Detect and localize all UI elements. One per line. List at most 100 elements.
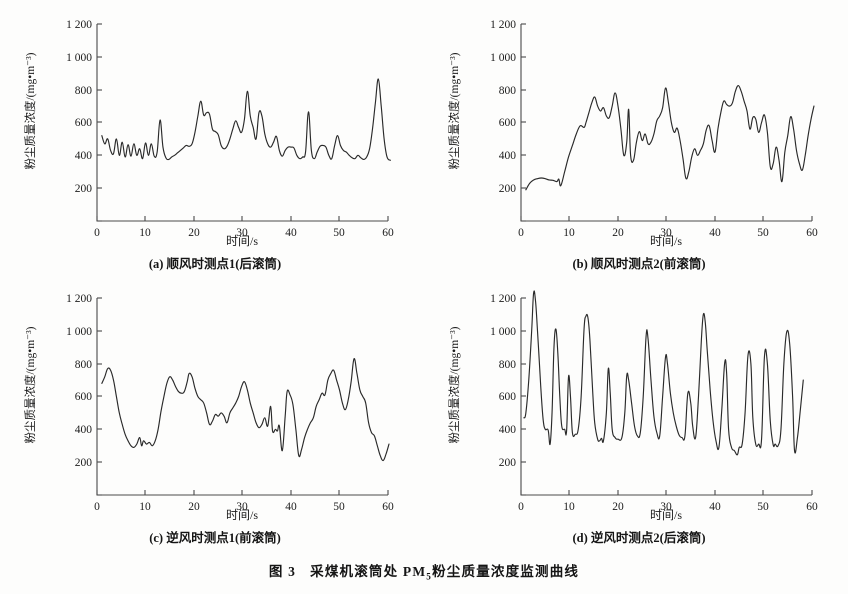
chart-svg-b: 200 400 600 800 1 000 1 200 0 10 20 30 4… [490,19,818,239]
panel-caption-d: (d) 逆风时测点2(后滚筒) [572,531,706,545]
ytick-label: 600 [499,391,517,403]
ytick-label: 1 200 [490,293,516,305]
xtick-label: 20 [188,227,200,239]
ytick-label: 400 [75,150,93,162]
xtick-label: 40 [285,227,297,239]
y-axis-label-b: 粉尘质量浓度/(mg•m⁻³) [446,18,462,204]
xtick-label: 30 [236,501,248,513]
x-ticks-a [96,216,389,221]
xtick-label: 60 [806,501,818,513]
panel-caption-c: (c) 逆风时测点1(前滚筒) [149,531,281,545]
y-ticks-b [521,23,526,222]
y-axis-label-text: 粉尘质量浓度/(mg•m⁻³) [25,326,37,444]
chart-plot-d: 200 400 600 800 1 000 1 200 0 10 20 30 4… [424,278,848,528]
y-axis-label-d: 粉尘质量浓度/(mg•m⁻³) [446,292,462,478]
ytick-label: 400 [75,424,93,436]
xtick-label: 40 [709,227,721,239]
xtick-label: 0 [94,227,100,239]
ytick-label: 800 [499,85,517,97]
panel-caption-a: (a) 顺风时测点1(后滚筒) [148,257,282,271]
xtick-label: 10 [563,501,575,513]
xtick-label: 50 [333,501,345,513]
x-ticks-b [520,216,813,221]
series-line-d [523,290,804,456]
chart-panel-a: 200 400 600 800 1 000 1 200 0 10 20 30 4… [0,4,424,284]
chart-panel-c: 200 400 600 800 1 000 1 200 0 10 20 30 4… [0,278,424,558]
axes-c: 200 400 600 800 1 000 1 200 0 10 20 30 4… [66,293,394,513]
y-axis-label-c: 粉尘质量浓度/(mg•m⁻³) [22,292,38,478]
series-line-b [525,84,815,191]
ytick-label: 600 [499,117,517,129]
x-tick-labels-d: 0 10 20 30 40 50 60 [518,501,818,513]
xtick-label: 60 [382,227,394,239]
x-axis-label-b: 时间/s [649,234,682,248]
chart-svg-c: 200 400 600 800 1 000 1 200 0 10 20 30 4… [66,293,394,513]
xtick-label: 30 [660,501,672,513]
y-ticks-c [97,297,102,496]
xtick-label: 10 [139,501,151,513]
axis-lines-d [520,298,812,496]
x-tick-labels-b: 0 10 20 30 40 50 60 [518,227,818,239]
ytick-label: 200 [75,183,93,195]
series-line-a [101,78,392,161]
xtick-label: 40 [709,501,721,513]
y-tick-labels-d: 200 400 600 800 1 000 1 200 [490,293,516,469]
figure-caption-text: 采煤机滚筒处 PM5粉尘质量浓度监测曲线 [310,564,580,582]
axes-b: 200 400 600 800 1 000 1 200 0 10 20 30 4… [490,19,818,239]
ytick-label: 800 [499,359,517,371]
y-tick-labels-b: 200 400 600 800 1 000 1 200 [490,19,516,195]
x-axis-label-a: 时间/s [225,234,258,248]
axis-lines-b [520,24,812,222]
ytick-label: 1 200 [66,19,92,31]
ytick-label: 200 [75,457,93,469]
axis-lines-c [96,298,388,496]
ytick-label: 200 [499,183,517,195]
xtick-label: 10 [563,227,575,239]
chart-plot-c: 200 400 600 800 1 000 1 200 0 10 20 30 4… [0,278,424,528]
ytick-label: 1 200 [66,293,92,305]
ytick-label: 400 [499,150,517,162]
x-tick-labels-a: 0 10 20 30 40 50 60 [94,227,394,239]
x-tick-labels-c: 0 10 20 30 40 50 60 [94,501,394,513]
xtick-label: 30 [236,227,248,239]
xtick-label: 20 [612,227,624,239]
ytick-label: 1 200 [490,19,516,31]
ytick-label: 600 [75,117,93,129]
figure-caption-number: 图 3 [268,564,297,579]
x-axis-label-c: 时间/s [225,508,258,522]
xtick-label: 50 [333,227,345,239]
ytick-label: 600 [75,391,93,403]
ytick-label: 1 000 [66,52,92,64]
chart-panel-d: 200 400 600 800 1 000 1 200 0 10 20 30 4… [424,278,848,558]
ytick-label: 1 000 [490,52,516,64]
xtick-label: 30 [660,227,672,239]
ytick-label: 800 [75,359,93,371]
axes-a: 200 400 600 800 1 000 1 200 0 10 20 30 4… [66,19,394,239]
ytick-label: 1 000 [66,326,92,338]
xtick-label: 0 [94,501,100,513]
y-axis-label-text: 粉尘质量浓度/(mg•m⁻³) [25,52,37,170]
ytick-label: 400 [499,424,517,436]
y-axis-label-a: 粉尘质量浓度/(mg•m⁻³) [22,18,38,204]
y-axis-label-text: 粉尘质量浓度/(mg•m⁻³) [449,52,461,170]
ytick-label: 1 000 [490,326,516,338]
ytick-label: 800 [75,85,93,97]
x-ticks-c [96,490,389,495]
y-ticks-d [521,297,526,496]
chart-svg-a: 200 400 600 800 1 000 1 200 0 10 20 30 4… [66,19,394,239]
axes-d: 200 400 600 800 1 000 1 200 0 10 20 30 4… [490,293,818,513]
y-ticks-a [97,23,102,222]
chart-plot-a: 200 400 600 800 1 000 1 200 0 10 20 30 4… [0,4,424,254]
y-tick-labels-c: 200 400 600 800 1 000 1 200 [66,293,92,469]
x-axis-label-d: 时间/s [649,508,682,522]
chart-panel-b: 200 400 600 800 1 000 1 200 0 10 20 30 4… [424,4,848,284]
chart-svg-d: 200 400 600 800 1 000 1 200 0 10 20 30 4… [490,290,818,513]
xtick-label: 0 [518,227,524,239]
xtick-label: 10 [139,227,151,239]
xtick-label: 20 [612,501,624,513]
xtick-label: 60 [806,227,818,239]
xtick-label: 0 [518,501,524,513]
y-axis-label-text: 粉尘质量浓度/(mg•m⁻³) [449,326,461,444]
xtick-label: 20 [188,501,200,513]
